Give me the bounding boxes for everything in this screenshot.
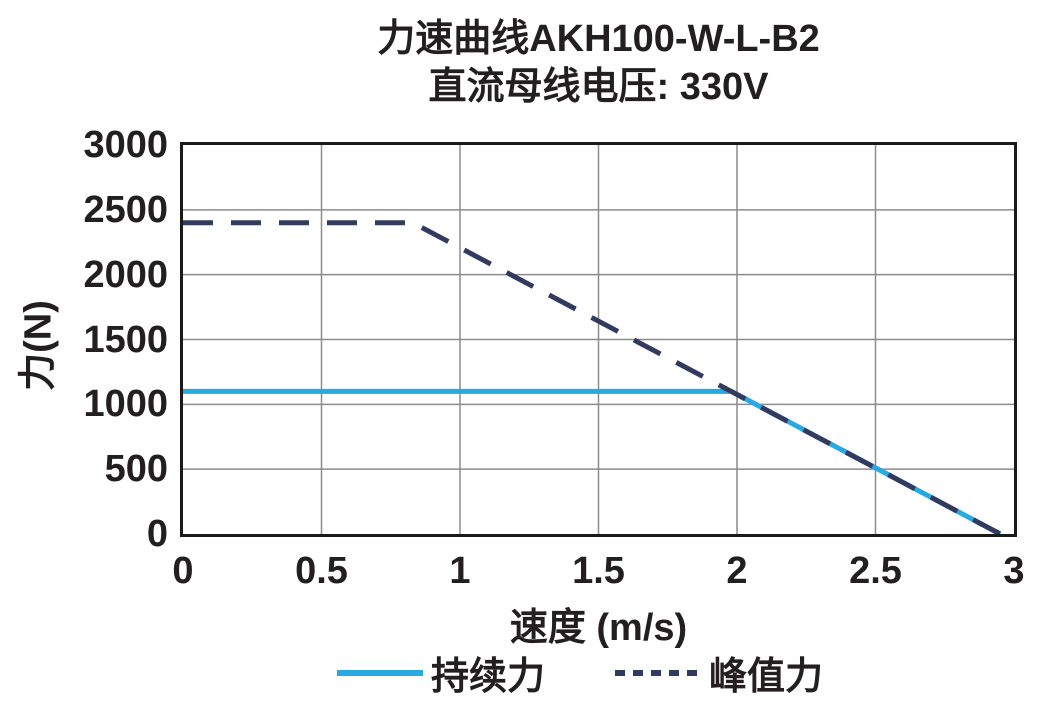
x-tick-label: 1	[449, 550, 471, 592]
legend-inner: 持续力 峰值力	[336, 645, 823, 700]
legend: 持续力 峰值力	[0, 645, 1062, 700]
chart-title-block: 力速曲线AKH100-W-L-B2 直流母线电压: 330V	[183, 16, 1014, 112]
plot-canvas	[183, 145, 1014, 534]
continuous-force-line-swatch	[336, 669, 423, 676]
chart-subtitle: 直流母线电压: 330V	[428, 65, 769, 108]
series-line-continuous	[183, 388, 1002, 534]
x-tick-label: 0	[172, 550, 194, 592]
chart-title: 力速曲线AKH100-W-L-B2	[377, 18, 820, 60]
y-tick-label: 2000	[83, 253, 168, 296]
x-tick-label: 0.5	[295, 550, 348, 592]
x-tick-label: 3	[1003, 550, 1025, 592]
y-tick-label: 2500	[83, 188, 168, 231]
x-tick-label: 1.5	[572, 550, 625, 592]
y-tick-label: 0	[146, 513, 168, 555]
x-axis-title: 速度 (m/s)	[509, 607, 688, 649]
legend-label-peak: 峰值力	[709, 656, 824, 698]
y-tick-label: 500	[104, 448, 168, 491]
x-tick-label: 2.5	[849, 550, 902, 592]
legend-item-continuous: 持续力	[336, 645, 545, 700]
peak-force-line-swatch	[615, 669, 701, 676]
legend-label-continuous: 持续力	[430, 656, 545, 698]
y-tick-label: 3000	[83, 124, 168, 166]
legend-item-peak: 峰值力	[615, 645, 823, 700]
x-tick-label: 2	[726, 550, 748, 592]
plot-area	[180, 142, 1017, 537]
y-tick-label: 1500	[83, 318, 168, 361]
y-tick-label: 1000	[83, 383, 168, 426]
series-line-peak	[183, 220, 1002, 534]
